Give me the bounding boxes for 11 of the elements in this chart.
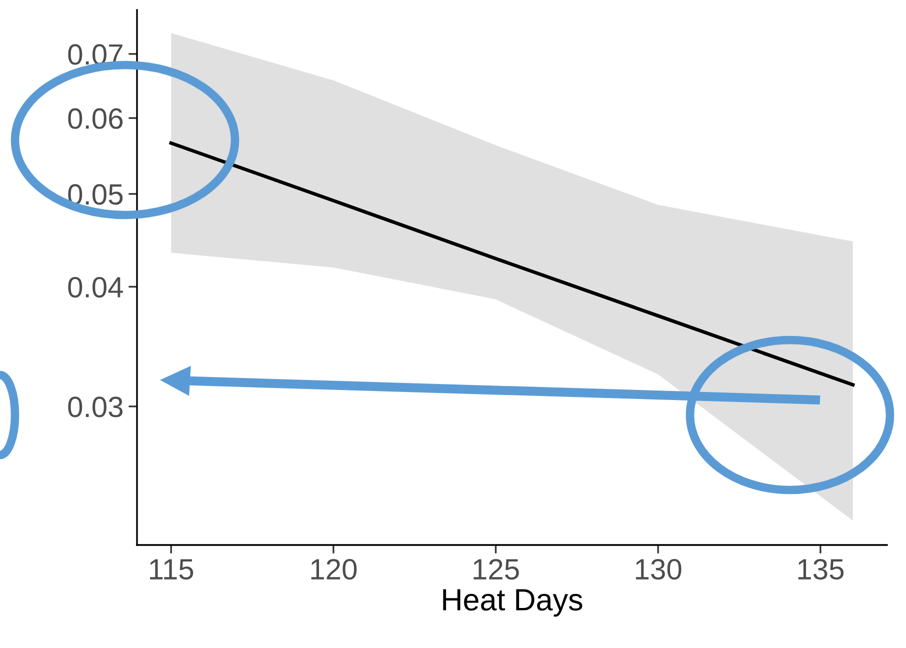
y-tick-label: 0.03: [68, 396, 123, 418]
x-axis-title: Heat Days: [443, 589, 582, 617]
x-tick-label: 135: [798, 558, 844, 580]
y-tick-label: 0.05: [68, 184, 123, 205]
line-series: [169, 141, 855, 387]
x-tick-label: 125: [474, 558, 519, 580]
y-tick-label: 0.04: [68, 276, 123, 298]
x-tick-label: 120: [311, 558, 357, 580]
x-tick-label: 130: [636, 558, 682, 580]
x-tick-label: 115: [150, 559, 194, 580]
y-tick-label: 0.06: [68, 108, 123, 129]
